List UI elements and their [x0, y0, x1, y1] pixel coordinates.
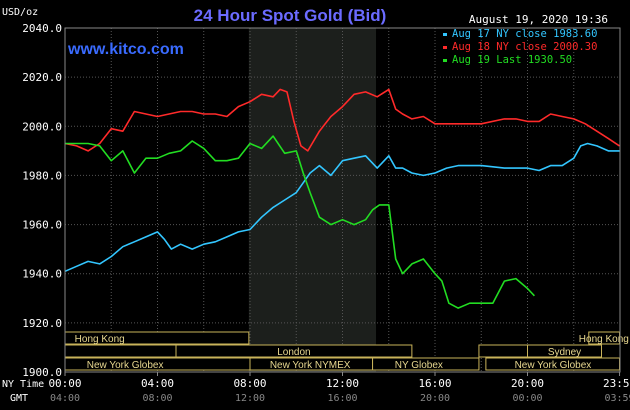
x-tick-label-gmt: 00:00	[512, 393, 542, 404]
x-axis-tick-labels: 00:00 04:00 04:00 08:00 08:00 12:00 12:00 16:00…	[48, 372, 630, 404]
x-tick-label-gmt: 20:00	[420, 393, 450, 404]
y-tick-label: 1980.0	[22, 169, 62, 182]
x-tick-label-ny: 00:00	[48, 377, 81, 390]
legend-entry: Aug 19 Last 1930.50	[452, 54, 572, 66]
session-label: New York Globex	[87, 360, 164, 371]
y-axis-tick-labels: 1900.0 1920.0 1940.0 1960.0 1980.0 2000.0 2020…	[22, 22, 62, 379]
y-tick-label: 1940.0	[22, 268, 62, 281]
legend-swatch	[443, 33, 447, 36]
session-label: Hong Kong	[75, 334, 125, 345]
legend-entry: Aug 18 NY close 2000.30	[452, 41, 597, 53]
y-tick-label: 2040.0	[22, 22, 62, 35]
x-tick-label-gmt: 12:00	[235, 393, 265, 404]
x-tick-label-gmt: 03:59	[604, 393, 630, 404]
x-tick-label-ny: 08:00	[233, 377, 266, 390]
series-line-1	[64, 142, 620, 273]
x-tick-label-gmt: 08:00	[142, 393, 172, 404]
series-line-2	[64, 88, 620, 152]
x-tick-label-ny: 04:00	[141, 377, 174, 390]
x-tick-label-ny: 23:59	[603, 377, 630, 390]
site-watermark: www.kitco.com	[67, 41, 184, 58]
session-bar-spacer	[478, 344, 528, 358]
x-axis-label-ny: NY Time	[2, 379, 44, 390]
session-bar	[372, 357, 480, 371]
legend-entry: Aug 17 NY close 1983.60	[452, 28, 597, 40]
y-tick-label: 2020.0	[22, 71, 62, 84]
x-tick-label-ny: 16:00	[418, 377, 451, 390]
x-tick-label-gmt: 16:00	[327, 393, 357, 404]
y-tick-label: 1960.0	[22, 219, 62, 232]
trading-session-bars: Hong Kong Hong Kong London Sydney New York G…	[64, 331, 629, 371]
session-label: Hong Kong	[579, 334, 629, 345]
chart-title: 24 Hour Spot Gold (Bid)	[194, 6, 387, 25]
session-label: New York Globex	[515, 360, 592, 371]
y-tick-label: 1920.0	[22, 317, 62, 330]
legend-swatch	[443, 59, 447, 62]
series-line-3	[65, 135, 535, 309]
y-tick-label: 1900.0	[22, 366, 62, 379]
session-label: New York NYMEX	[270, 360, 351, 371]
x-tick-label-gmt: 04:00	[50, 393, 80, 404]
session-label: NY Globex	[395, 360, 443, 371]
legend-swatch	[443, 46, 447, 49]
price-series-lines	[64, 88, 620, 309]
x-tick-label-ny: 12:00	[326, 377, 359, 390]
session-label: London	[277, 347, 310, 358]
date-label: August 19, 2020 19:36	[469, 13, 608, 26]
unit-label: USD/oz	[2, 7, 38, 18]
session-bar-spacer	[64, 344, 177, 358]
x-tick-label-ny: 20:00	[511, 377, 544, 390]
session-label: Sydney	[548, 347, 581, 358]
plot-border	[64, 27, 621, 373]
x-axis-label-gmt: GMT	[10, 393, 28, 404]
y-tick-label: 2000.0	[22, 120, 62, 133]
